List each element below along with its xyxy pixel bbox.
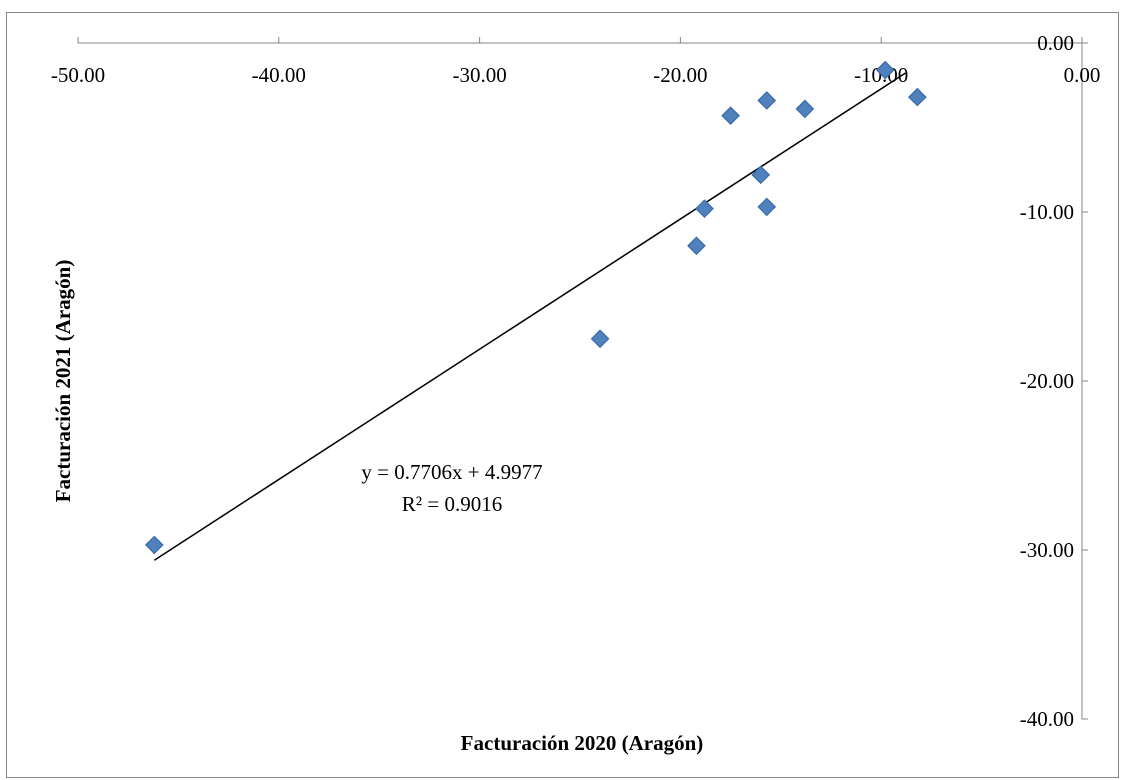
trendline (153, 72, 906, 561)
trendline-r-squared: R² = 0.9016 (402, 492, 502, 516)
x-axis-title: Facturación 2020 (Aragón) (461, 731, 704, 755)
data-point (907, 87, 927, 107)
data-point (795, 99, 815, 119)
x-tick-label: -20.00 (653, 63, 707, 87)
y-tick-label: -40.00 (1020, 707, 1074, 731)
data-point (751, 165, 771, 185)
x-axis-ticks: -50.00-40.00-30.00-20.00-10.000.00 (51, 37, 1101, 87)
data-point (144, 535, 164, 555)
y-tick-label: -20.00 (1020, 369, 1074, 393)
x-tick-label: -50.00 (51, 63, 105, 87)
x-tick-label: -30.00 (452, 63, 506, 87)
y-axis-ticks: 0.00 -10.00 -20.00 -30.00 -40.00 (1020, 31, 1088, 731)
chart-area (6, 12, 1119, 778)
data-point (687, 236, 706, 256)
data-point (721, 106, 740, 126)
x-tick-label: 0.00 (1064, 63, 1101, 87)
data-point (875, 60, 895, 80)
x-tick-label: -40.00 (252, 63, 306, 87)
data-point (757, 197, 777, 217)
data-point (590, 329, 610, 349)
y-tick-label: -10.00 (1020, 200, 1074, 224)
data-point (695, 199, 714, 218)
y-tick-label: -30.00 (1020, 538, 1074, 562)
data-point (757, 91, 777, 110)
trendline-equation: y = 0.7706x + 4.9977 (361, 460, 542, 484)
data-points (144, 60, 927, 555)
y-axis-title: Facturación 2021 (Aragón) (51, 260, 75, 503)
y-tick-label: 0.00 (1037, 31, 1074, 55)
